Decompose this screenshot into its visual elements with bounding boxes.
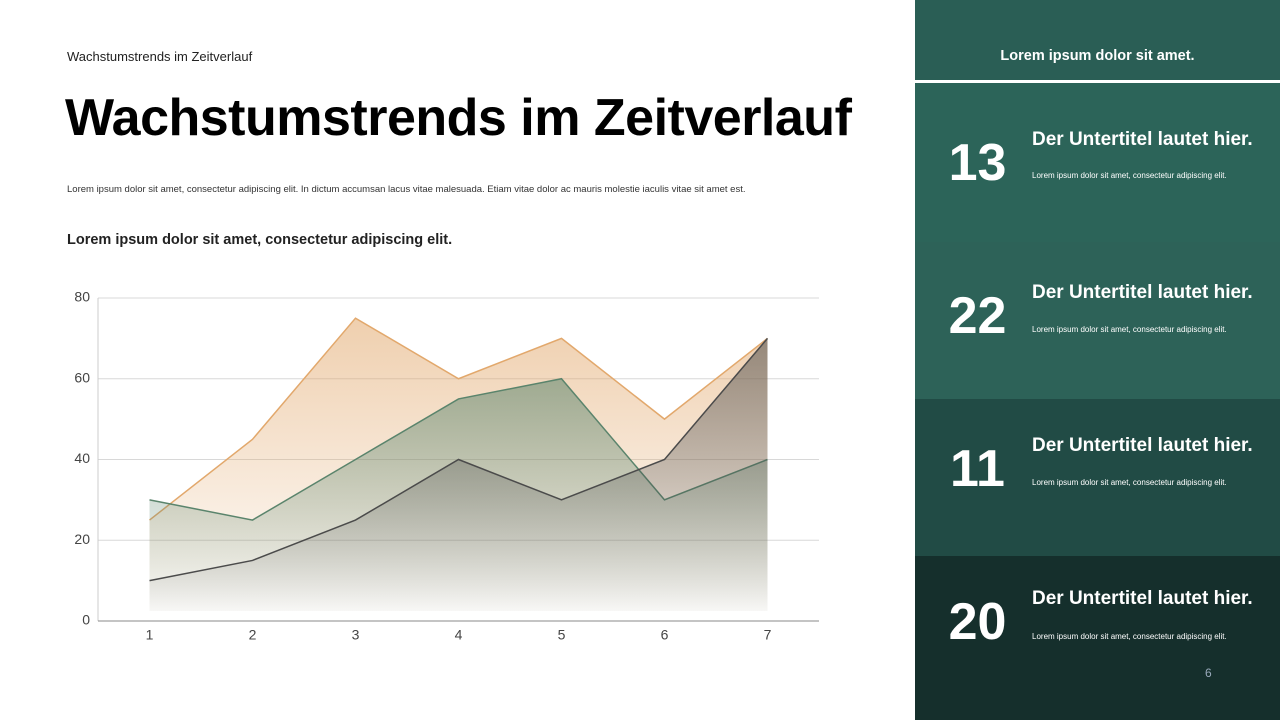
x-tick-label: 2 [249, 627, 257, 643]
stat-panel: 22 Der Untertitel lautet hier. Lorem ips… [915, 242, 1280, 399]
stat-title: Der Untertitel lautet hier. [1032, 435, 1253, 456]
stat-text: Lorem ipsum dolor sit amet, consectetur … [1032, 325, 1227, 334]
x-tick-label: 7 [764, 627, 772, 643]
page-number: 6 [1205, 666, 1212, 680]
x-tick-label: 6 [661, 627, 669, 643]
area [149, 338, 768, 611]
chart: 0 20 40 60 80 1 2 3 4 5 6 7 [74, 289, 819, 643]
stat-title: Der Untertitel lautet hier. [1032, 588, 1253, 609]
divider [915, 80, 1280, 83]
subtitle: Lorem ipsum dolor sit amet, consectetur … [67, 232, 453, 248]
stat-text: Lorem ipsum dolor sit amet, consectetur … [1032, 632, 1227, 641]
stat-text: Lorem ipsum dolor sit amet, consectetur … [1032, 171, 1227, 180]
stat-panel: 20 Der Untertitel lautet hier. Lorem ips… [915, 556, 1280, 720]
kicker: Wachstumstrends im Zeitverlauf [67, 49, 253, 64]
stat-number: 13 [948, 134, 1007, 192]
body-text: Lorem ipsum dolor sit amet, consectetur … [67, 184, 746, 195]
y-tick-label: 20 [74, 531, 90, 547]
y-tick-label: 60 [74, 369, 90, 385]
sidebar-heading: Lorem ipsum dolor sit amet. [1000, 48, 1195, 64]
stat-title: Der Untertitel lautet hier. [1032, 282, 1253, 303]
stat-number: 20 [948, 593, 1007, 651]
sidebar-header: Lorem ipsum dolor sit amet. [915, 0, 1280, 80]
y-tick-label: 80 [74, 289, 90, 305]
stat-number: 11 [950, 440, 1005, 498]
x-tick-label: 4 [455, 627, 463, 643]
stat-panel: 11 Der Untertitel lautet hier. Lorem ips… [915, 399, 1280, 556]
x-tick-label: 5 [558, 627, 566, 643]
stat-number: 22 [948, 287, 1007, 345]
x-tick-label: 1 [146, 627, 154, 643]
stat-title: Der Untertitel lautet hier. [1032, 129, 1253, 150]
y-tick-label: 40 [74, 450, 90, 466]
stat-panel: 13 Der Untertitel lautet hier. Lorem ips… [915, 83, 1280, 242]
y-tick-label: 0 [82, 612, 90, 628]
x-tick-label: 3 [352, 627, 360, 643]
line [149, 317, 768, 521]
title: Wachstumstrends im Zeitverlauf [65, 89, 852, 147]
line [149, 337, 769, 582]
stat-text: Lorem ipsum dolor sit amet, consectetur … [1032, 478, 1227, 487]
